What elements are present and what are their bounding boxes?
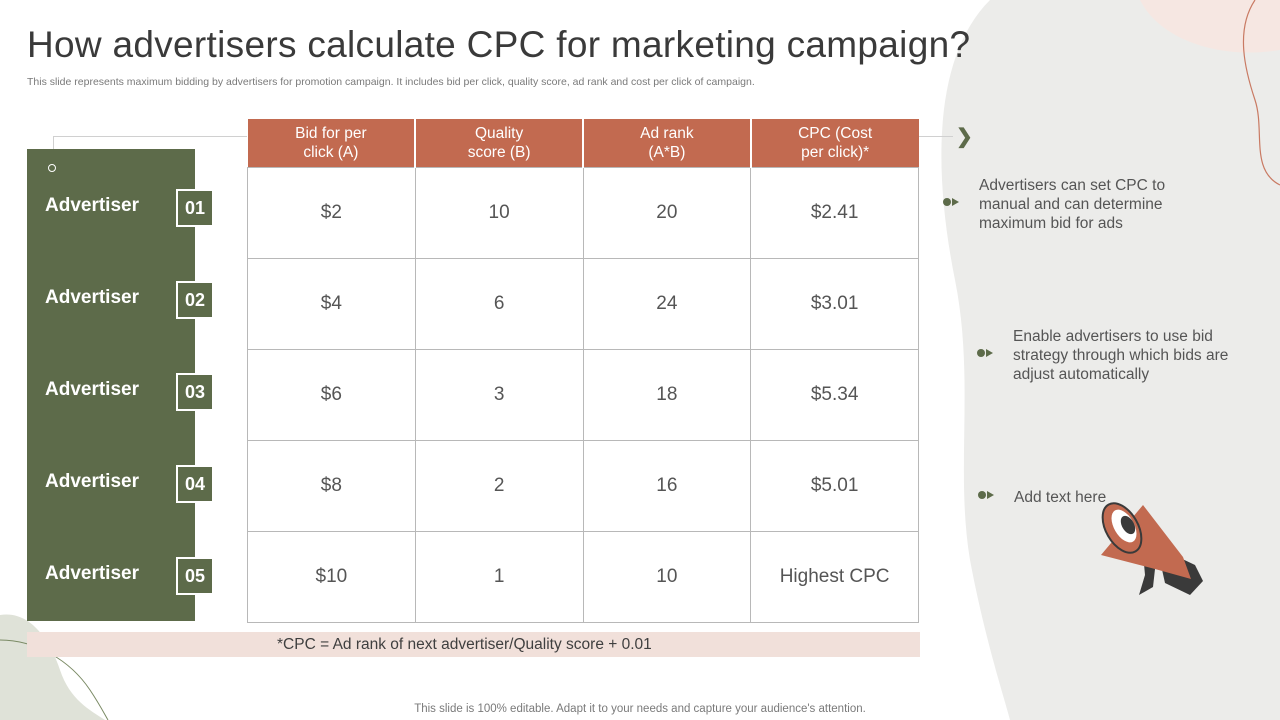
table-cell: $5.34 xyxy=(750,349,919,441)
advertiser-item-01: Advertiser 01 xyxy=(27,189,247,229)
table-cell: $3.01 xyxy=(750,258,919,350)
pink-outline xyxy=(1242,0,1280,186)
note-line: maximum bid for ads xyxy=(979,215,1123,232)
advertiser-number-badge: 03 xyxy=(176,373,214,411)
grey-blob xyxy=(941,0,1280,720)
note-item-2: Enable advertisers to use bid strategy t… xyxy=(1013,327,1228,384)
table-cell: $5.01 xyxy=(750,440,919,532)
megaphone-icon xyxy=(1101,502,1203,595)
table-cell: 24 xyxy=(582,258,752,350)
note-line: adjust automatically xyxy=(1013,366,1150,383)
bullet-arrow-icon xyxy=(943,197,961,207)
bullet-arrow-icon xyxy=(977,348,995,358)
note-line: Add text here xyxy=(1014,489,1107,506)
table-cell: 6 xyxy=(414,258,584,350)
advertiser-item-02: Advertiser 02 xyxy=(27,281,247,321)
table-cell: $4 xyxy=(247,258,416,350)
advertiser-number-badge: 04 xyxy=(176,465,214,503)
advertiser-panel: Advertiser 01 Advertiser 02 Advertiser 0… xyxy=(27,149,214,621)
table-row: $4 6 24 $3.01 xyxy=(247,258,919,350)
table-cell: Highest CPC xyxy=(750,531,919,623)
advertiser-label: Advertiser xyxy=(45,563,139,584)
table-cell: $8 xyxy=(247,440,416,532)
advertiser-label: Advertiser xyxy=(45,471,139,492)
footer-note: This slide is 100% editable. Adapt it to… xyxy=(414,703,866,715)
table-cell: 1 xyxy=(414,531,584,623)
header-line: (A*B) xyxy=(648,144,686,161)
table-cell: 10 xyxy=(414,167,584,259)
advertiser-item-05: Advertiser 05 xyxy=(27,557,247,597)
header-line: CPC (Cost xyxy=(798,125,873,142)
table-header-row: Bid for per click (A) Quality score (B) Ad… xyxy=(247,119,919,168)
bullet-arrow-icon xyxy=(978,490,996,500)
column-header-bid: Bid for per click (A) xyxy=(247,119,417,168)
table-cell: 18 xyxy=(582,349,752,441)
table-cell: 3 xyxy=(414,349,584,441)
green-corner-outline xyxy=(0,639,109,720)
table-row: $6 3 18 $5.34 xyxy=(247,349,919,441)
note-item-1: Advertisers can set CPC to manual and ca… xyxy=(979,176,1165,233)
connector-dot-icon xyxy=(48,164,56,172)
pink-blob xyxy=(1140,0,1280,53)
note-line: strategy through which bids are xyxy=(1013,347,1229,364)
note-item-3: Add text here xyxy=(1014,488,1106,507)
advertiser-number-badge: 05 xyxy=(176,557,214,595)
table-cell: 16 xyxy=(582,440,752,532)
table-cell: 2 xyxy=(414,440,584,532)
table-cell: 20 xyxy=(582,167,752,259)
table-row: $8 2 16 $5.01 xyxy=(247,440,919,532)
header-line: Quality xyxy=(475,125,524,142)
advertiser-number-badge: 01 xyxy=(176,189,214,227)
column-header-ad-rank: Ad rank (A*B) xyxy=(583,119,752,168)
note-line: manual and can determine xyxy=(979,196,1163,213)
header-line: per click)* xyxy=(801,144,870,161)
table-cell: $2 xyxy=(247,167,416,259)
note-line: Advertisers can set CPC to xyxy=(979,177,1166,194)
green-corner-blob xyxy=(0,614,105,720)
table-row: $2 10 20 $2.41 xyxy=(247,167,919,259)
column-header-cpc: CPC (Cost per click)* xyxy=(750,119,919,168)
header-line: score (B) xyxy=(467,144,531,161)
advertiser-item-03: Advertiser 03 xyxy=(27,373,247,413)
column-header-quality: Quality score (B) xyxy=(415,119,584,168)
advertiser-label: Advertiser xyxy=(45,195,139,216)
note-line: Enable advertisers to use bid xyxy=(1013,328,1213,345)
formula-text: *CPC = Ad rank of next advertiser/Qualit… xyxy=(277,636,652,653)
cpc-table: Bid for per click (A) Quality score (B) Ad… xyxy=(247,119,919,623)
page-subtitle: This slide represents maximum bidding by… xyxy=(27,76,755,88)
formula-bar: *CPC = Ad rank of next advertiser/Qualit… xyxy=(27,632,920,657)
header-line: Ad rank xyxy=(640,125,694,142)
advertiser-item-04: Advertiser 04 xyxy=(27,465,247,505)
table-cell: $6 xyxy=(247,349,416,441)
advertiser-label: Advertiser xyxy=(45,287,139,308)
table-cell: $10 xyxy=(247,531,416,623)
chevron-right-icon: ❯ xyxy=(956,126,973,148)
advertiser-number-badge: 02 xyxy=(176,281,214,319)
header-line: Bid for per xyxy=(295,125,367,142)
table-cell: $2.41 xyxy=(750,167,919,259)
table-row: $10 1 10 Highest CPC xyxy=(247,531,919,623)
advertiser-label: Advertiser xyxy=(45,379,139,400)
page-title: How advertisers calculate CPC for market… xyxy=(27,24,971,65)
table-cell: 10 xyxy=(582,531,752,623)
header-line: click (A) xyxy=(303,144,359,161)
